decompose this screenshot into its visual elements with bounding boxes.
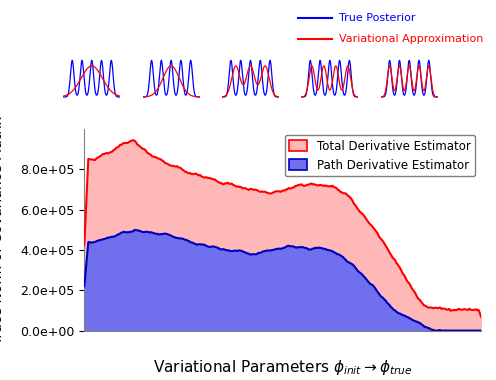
Text: True Posterior: True Posterior <box>339 13 416 23</box>
Legend: Total Derivative Estimator, Path Derivative Estimator: Total Derivative Estimator, Path Derivat… <box>285 135 475 176</box>
Text: Variational Approximation: Variational Approximation <box>339 34 484 44</box>
Y-axis label: Trace Norm of Covariance Matrix: Trace Norm of Covariance Matrix <box>0 116 5 344</box>
Text: Variational Parameters $\phi_{init} \rightarrow \phi_{true}$: Variational Parameters $\phi_{init} \rig… <box>153 358 413 377</box>
